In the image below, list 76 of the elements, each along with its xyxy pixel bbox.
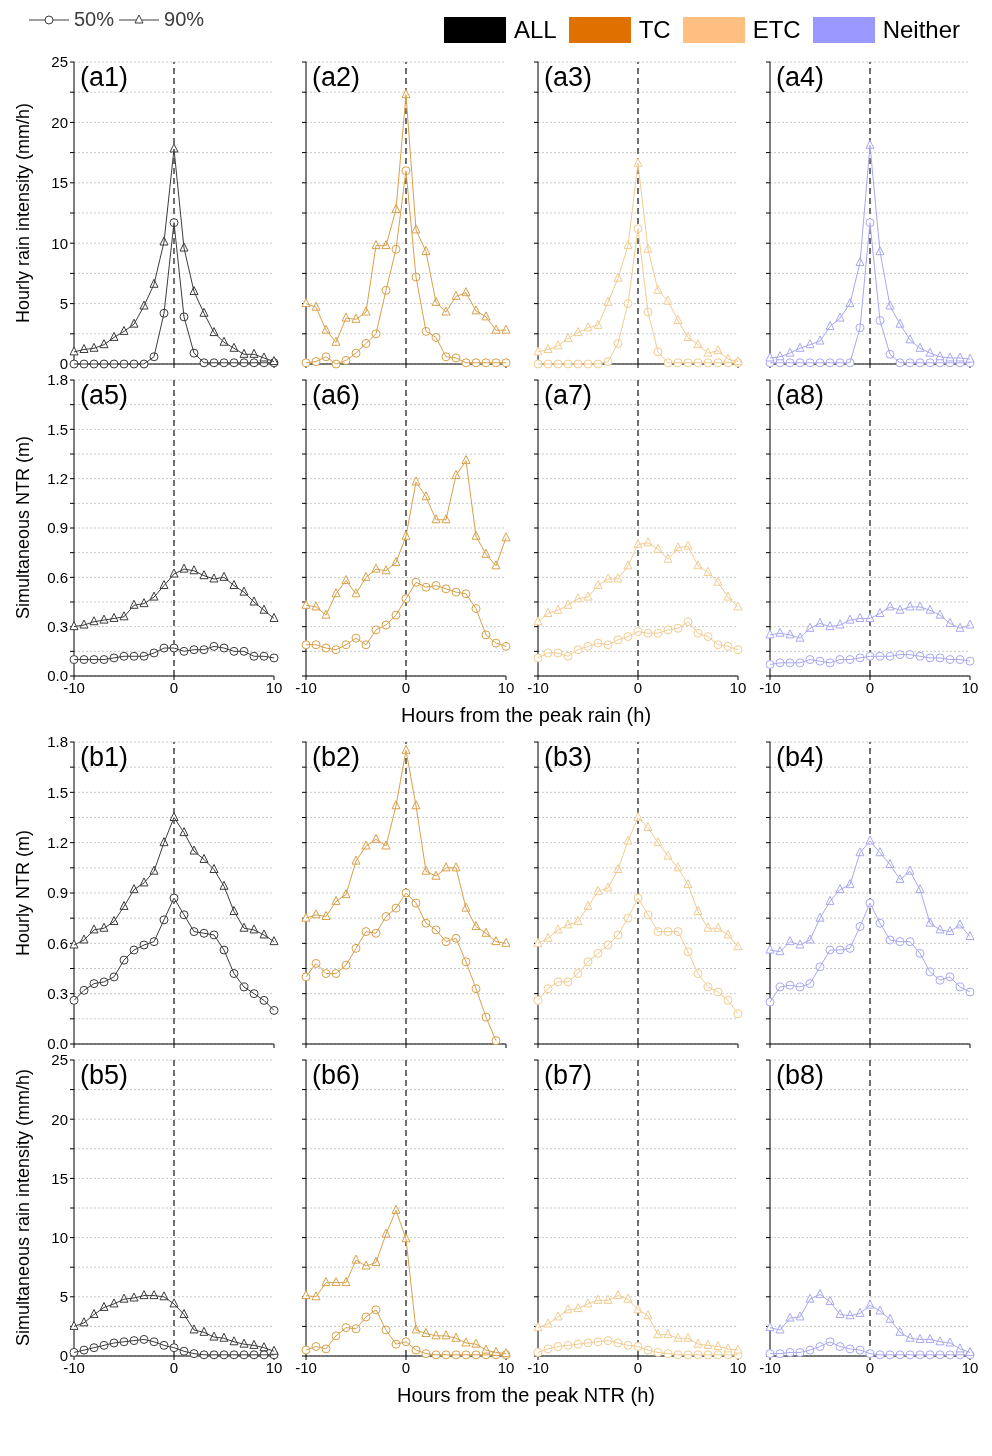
x-tick-label: -10 [527, 678, 549, 696]
annotation: (b3) [544, 742, 593, 773]
x-tick-label: -10 [295, 1358, 317, 1376]
y-tick-label: 20 [51, 113, 68, 131]
annotation: (a1) [80, 62, 129, 93]
category-label: Neither [882, 16, 960, 44]
y-tick-label: 0 [59, 355, 68, 373]
x-tick-label: 0 [169, 1358, 179, 1376]
y-tick-label: 15 [51, 1169, 68, 1187]
x-tick-label: -10 [759, 1358, 781, 1376]
annotation: (a5) [80, 380, 129, 411]
annotation: (b6) [312, 1060, 361, 1091]
annotation: (b2) [312, 742, 361, 773]
legend-label: 50% [74, 8, 115, 31]
y-tick-label: 1.5 [47, 420, 68, 438]
y-tick-label: 0.0 [47, 667, 68, 685]
y-tick-label: 0.3 [47, 984, 68, 1002]
y-tick-label: 10 [51, 1228, 68, 1246]
y-tick-label: 1.2 [47, 469, 68, 487]
x-tick-label: 0 [865, 1358, 875, 1376]
y-tick-label: 0 [59, 1347, 68, 1365]
annotation: (b4) [776, 742, 825, 773]
x-tick-label: 10 [497, 1358, 515, 1376]
annotation: (a7) [544, 380, 593, 411]
y-tick-label: 0.9 [47, 519, 68, 537]
y-tick-label: 20 [51, 1110, 68, 1128]
x-tick-label: 10 [729, 678, 747, 696]
x-tick-label: 0 [633, 678, 643, 696]
x-tick-label: 0 [401, 1358, 411, 1376]
x-tick-label: 10 [265, 1358, 283, 1376]
y-tick-label: 15 [51, 174, 68, 192]
y-tick-label: 5 [59, 1288, 68, 1306]
y-tick-label: 1.8 [47, 733, 68, 751]
y-tick-label: 1.5 [47, 783, 68, 801]
x-tick-label: 10 [961, 678, 979, 696]
text: Hours from the peak NTR (h) [396, 1383, 655, 1408]
category-label: ETC [752, 16, 801, 44]
y-tick-label: 25 [51, 53, 68, 71]
y-axis-title: Hourly rain intensity (mm/h) [13, 102, 33, 324]
annotation: (a2) [312, 62, 361, 93]
y-tick-label: 0.3 [47, 617, 68, 635]
y-tick-label: 0.9 [47, 884, 68, 902]
annotation: (b1) [80, 742, 129, 773]
y-tick-label: 1.2 [47, 833, 68, 851]
y-axis-title: Simultaneous rain intensity (mm/h) [13, 1069, 33, 1347]
x-tick-label: 10 [497, 678, 515, 696]
annotation: (a3) [544, 62, 593, 93]
x-tick-label: -10 [295, 678, 317, 696]
annotation: (b5) [80, 1060, 129, 1091]
y-tick-label: 1.8 [47, 371, 68, 389]
y-tick-label: 10 [51, 234, 68, 252]
x-tick-label: 0 [401, 678, 411, 696]
annotation: (a6) [312, 380, 361, 411]
x-tick-label: 10 [729, 1358, 747, 1376]
annotation: (b8) [776, 1060, 825, 1091]
y-tick-label: 0.6 [47, 934, 68, 952]
x-tick-label: 0 [169, 678, 179, 696]
y-tick-label: 25 [51, 1051, 68, 1069]
x-tick-label: -10 [759, 678, 781, 696]
y-axis-title: Simultaneous NTR (m) [13, 436, 33, 620]
legend-label: 90% [164, 8, 205, 31]
x-tick-label: 10 [265, 678, 283, 696]
y-tick-label: 0.6 [47, 568, 68, 586]
x-tick-label: 0 [865, 678, 875, 696]
annotation: (a8) [776, 380, 825, 411]
y-tick-label: 0.0 [47, 1035, 68, 1053]
y-axis-title: Hourly NTR (m) [13, 830, 33, 956]
x-tick-label: 10 [961, 1358, 979, 1376]
category-label: ALL [513, 16, 557, 44]
annotation: (b7) [544, 1060, 593, 1091]
annotation: (a4) [776, 62, 825, 93]
text: Hours from the peak rain (h) [399, 703, 652, 728]
category-label: TC [638, 16, 671, 44]
x-tick-label: -10 [527, 1358, 549, 1376]
y-tick-label: 5 [59, 294, 68, 312]
x-tick-label: 0 [633, 1358, 643, 1376]
